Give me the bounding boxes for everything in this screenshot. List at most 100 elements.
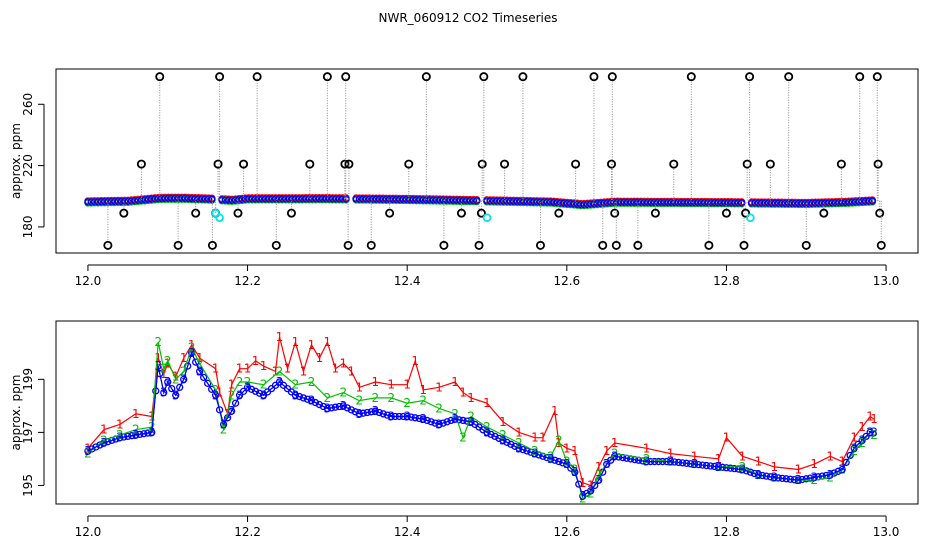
series-3-label: 3 — [467, 415, 475, 429]
series-1-label: 1 — [116, 417, 124, 431]
series-1-label: 1 — [355, 380, 363, 394]
baseline-marker-3 — [868, 197, 877, 205]
chart-title: NWR_060912 CO2 Timeseries — [379, 11, 558, 25]
series-1-label: 1 — [603, 444, 611, 458]
mean-marker — [838, 465, 846, 474]
spike-point — [784, 72, 794, 82]
top-plot-area — [84, 72, 886, 250]
series-3-label: 3 — [84, 444, 92, 458]
series-1-label: 1 — [276, 330, 284, 344]
series-2-label: 2 — [116, 428, 124, 442]
series-3-label: 3 — [371, 404, 379, 418]
series-3-label: 3 — [515, 441, 523, 455]
series-3-label: 3 — [244, 380, 252, 394]
series-1-line — [87, 336, 875, 487]
spike-point — [875, 208, 885, 218]
series-2-label: 2 — [403, 396, 411, 410]
series-1-label: 1 — [667, 447, 675, 461]
series-2-label: 2 — [212, 383, 220, 397]
series-2-label: 2 — [236, 375, 244, 389]
series-3-label: 3 — [838, 463, 846, 477]
series-1-label: 1 — [154, 351, 162, 365]
mean-marker — [750, 469, 759, 478]
y-tick-label: 199 — [21, 368, 35, 391]
spike-point — [742, 159, 752, 169]
x-tick-label: 12.0 — [75, 274, 102, 288]
series-1-label: 1 — [284, 362, 292, 376]
mean-marker — [499, 436, 507, 444]
series-1-label: 1 — [739, 449, 747, 463]
series-2-label: 2 — [228, 388, 236, 402]
spike-point — [385, 208, 395, 218]
series-1-label: 1 — [551, 404, 559, 418]
series-1-label: 1 — [451, 375, 459, 389]
series-2-label: 2 — [340, 386, 348, 400]
series-3-label: 3 — [755, 468, 763, 482]
mean-marker — [439, 419, 447, 427]
spike-point — [607, 72, 617, 82]
series-1-label: 1 — [236, 362, 244, 376]
series-3-label: 3 — [160, 386, 168, 400]
series-1-label: 1 — [100, 423, 108, 437]
series-3-label: 3 — [180, 372, 188, 386]
spike-point — [611, 240, 621, 250]
mean-marker — [595, 476, 603, 484]
spike-point — [322, 72, 332, 82]
mean-marker — [503, 438, 511, 446]
x-tick-label: 12.0 — [75, 525, 102, 539]
mean-marker — [483, 428, 491, 437]
series-1-label: 1 — [371, 375, 379, 389]
mean-marker — [295, 392, 304, 401]
mean-marker — [303, 395, 312, 403]
series-3-label: 3 — [276, 375, 284, 389]
mean-marker — [375, 408, 383, 417]
series-2-label: 2 — [483, 420, 491, 434]
series-3-label: 3 — [563, 457, 571, 471]
mean-marker — [255, 389, 264, 397]
mean-marker — [239, 387, 248, 395]
mean-marker — [559, 459, 567, 467]
series-1-label: 1 — [850, 431, 858, 445]
series-1-label: 1 — [172, 370, 180, 384]
mean-marker — [379, 410, 387, 418]
series-2-label: 2 — [276, 364, 284, 378]
series-1-label: 1 — [643, 441, 651, 455]
series-3-label: 3 — [595, 473, 603, 487]
series-2-label: 2 — [160, 362, 168, 376]
spike-point — [598, 240, 608, 250]
y-tick-label: 220 — [21, 154, 35, 177]
series-2-label: 2 — [595, 468, 603, 482]
series-3-label: 3 — [292, 388, 300, 402]
spike-point — [855, 72, 865, 82]
mean-marker — [423, 416, 431, 425]
spike-point — [119, 208, 129, 218]
x-tick-label: 12.4 — [394, 274, 421, 288]
spike-point — [765, 159, 775, 169]
series-3-label: 3 — [172, 388, 180, 402]
series-3-label: 3 — [188, 346, 196, 360]
mean-marker — [164, 378, 172, 386]
x-tick-label: 12.4 — [394, 525, 421, 539]
series-2-label: 2 — [220, 423, 228, 437]
mean-marker — [523, 447, 531, 455]
series-1-label: 1 — [563, 441, 571, 455]
series-2-label: 2 — [555, 433, 563, 447]
mean-marker — [231, 399, 240, 407]
spike-point — [607, 159, 617, 169]
series-2-label: 2 — [188, 341, 196, 355]
series-1-label: 1 — [216, 386, 224, 400]
mean-marker — [343, 404, 351, 412]
series-2-label: 2 — [858, 436, 866, 450]
spike-point — [739, 240, 749, 250]
series-2-label: 2 — [292, 378, 300, 392]
mean-marker — [307, 396, 316, 405]
series-2-label: 2 — [499, 428, 507, 442]
series-1-label: 1 — [531, 431, 539, 445]
mean-marker — [351, 408, 359, 416]
spike-point — [404, 159, 414, 169]
mean-marker — [846, 451, 854, 460]
spike-point — [215, 72, 225, 82]
spike-point — [476, 208, 486, 218]
spike-point — [610, 208, 620, 218]
